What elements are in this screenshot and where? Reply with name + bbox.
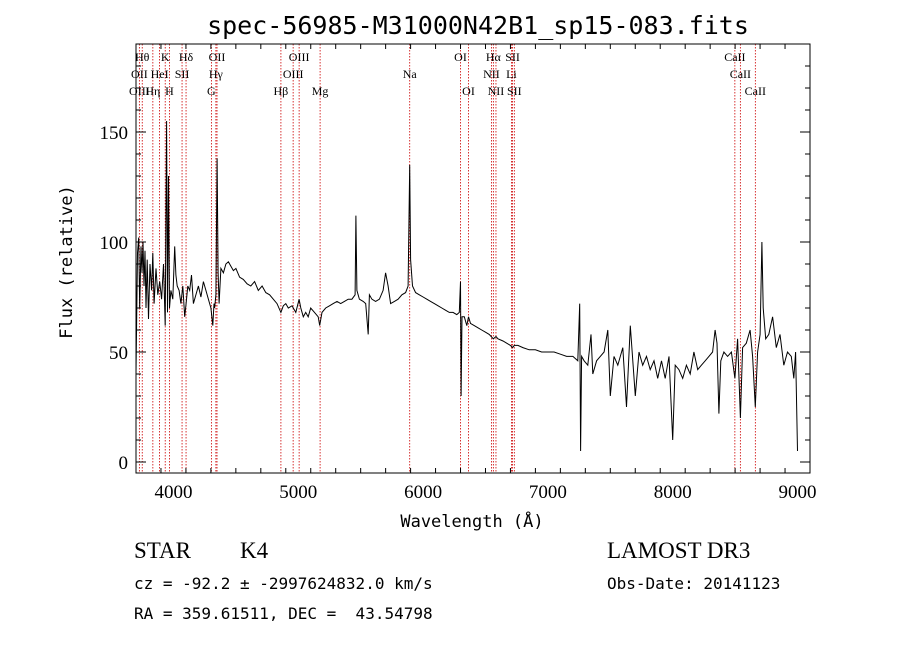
spectral-line-label: Na — [403, 67, 418, 81]
spectral-line-label: OIII — [283, 67, 304, 81]
redshift-text: cz = -92.2 ± -2997624832.0 km/s — [134, 574, 433, 593]
spectrum-chart: spec-56985-M31000N42B1_sp15-083.fits Hθ K… — [57, 11, 817, 532]
spectral-line-label: CaII — [724, 50, 745, 64]
spectral-line-label: CaII — [745, 84, 766, 98]
spectral-line-label: OII — [131, 67, 148, 81]
y-tick-label: 150 — [100, 123, 129, 144]
spectral-line-label: Hη — [145, 84, 160, 98]
plot-frame — [135, 43, 811, 474]
spectral-line-label: SII — [507, 84, 522, 98]
y-tick-label: 50 — [109, 343, 128, 364]
chart-title: spec-56985-M31000N42B1_sp15-083.fits — [207, 11, 749, 40]
spectral-line-label: SII — [505, 50, 520, 64]
spectral-line-label: SII — [175, 67, 190, 81]
spectral-line-label: Li — [506, 67, 517, 81]
spectral-line-label: NII — [483, 67, 500, 81]
object-subclass: K4 — [240, 538, 269, 563]
spectral-line-label: Hγ — [209, 67, 224, 81]
x-tick-label: 5000 — [279, 482, 317, 503]
y-tick-label: 0 — [119, 453, 129, 474]
spectrum-series-line — [135, 120, 798, 452]
y-axis-ticks: 0 50 100 150 — [100, 65, 810, 474]
spectral-line-label: CaII — [730, 67, 751, 81]
x-axis-ticks: 4000 5000 6000 7000 8000 9000 — [135, 44, 817, 503]
x-tick-label: 8000 — [654, 482, 692, 503]
survey-name: LAMOST DR3 — [607, 538, 751, 563]
spectral-line-label: K — [161, 50, 170, 64]
spectral-line-label: OIII — [129, 84, 150, 98]
object-class: STAR — [134, 538, 191, 563]
coordinates-text: RA = 359.61511, DEC = 43.54798 — [134, 604, 433, 623]
spectral-line-label: Hβ — [274, 84, 289, 98]
spectral-line-label: Hδ — [179, 50, 194, 64]
x-tick-label: 4000 — [154, 482, 192, 503]
x-tick-label: 9000 — [779, 482, 817, 503]
spectral-line-label: OI — [454, 50, 467, 64]
x-tick-label: 6000 — [404, 482, 442, 503]
spectral-line-label: Mg — [312, 84, 329, 98]
obs-date-text: Obs-Date: 20141123 — [607, 574, 781, 593]
spectral-line-label: NII — [488, 84, 505, 98]
x-tick-label: 7000 — [529, 482, 567, 503]
spectral-line-label: OI — [462, 84, 475, 98]
spectral-line-label: OII — [209, 50, 226, 64]
spectral-line-label: HeI — [151, 67, 169, 81]
spectral-line-label: G — [207, 84, 216, 98]
spectral-line-label: Hα — [486, 50, 502, 64]
spectral-line-label: OIII — [289, 50, 310, 64]
spectral-line-markers — [138, 44, 756, 473]
y-tick-label: 100 — [100, 233, 129, 254]
x-axis-label: Wavelength (Å) — [400, 510, 543, 532]
spectral-line-label: H — [165, 84, 174, 98]
spectral-line-label: Hθ — [135, 50, 150, 64]
y-axis-label: Flux (relative) — [57, 185, 77, 339]
